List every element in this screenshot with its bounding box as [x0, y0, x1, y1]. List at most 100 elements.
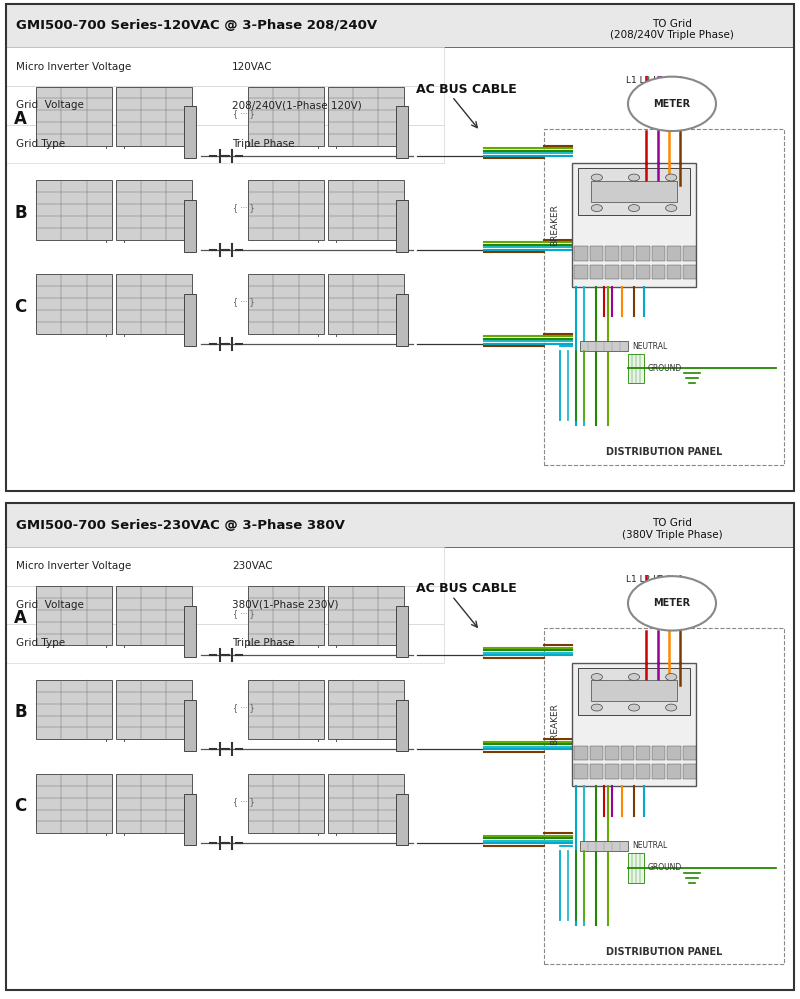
Bar	[590, 265, 603, 280]
Bar	[184, 106, 195, 158]
Bar	[683, 246, 696, 261]
Circle shape	[666, 174, 677, 181]
Text: Micro Inverter Voltage: Micro Inverter Voltage	[16, 561, 131, 571]
Text: NEUTRAL: NEUTRAL	[632, 342, 667, 351]
Bar	[621, 764, 634, 779]
Bar	[248, 586, 324, 645]
Bar	[637, 265, 650, 280]
Bar	[328, 87, 404, 146]
Text: BREAKER: BREAKER	[550, 703, 559, 745]
Text: L1 L2 L3 N: L1 L2 L3 N	[626, 76, 673, 85]
Text: METER: METER	[654, 99, 690, 109]
Text: 208/240V(1-Phase 120V): 208/240V(1-Phase 120V)	[232, 100, 362, 110]
Bar	[652, 745, 665, 760]
Circle shape	[591, 704, 602, 711]
Bar	[116, 275, 192, 334]
Bar	[36, 87, 112, 146]
Bar	[36, 181, 112, 240]
Bar	[116, 586, 192, 645]
Bar	[574, 246, 588, 261]
Text: A: A	[14, 110, 27, 128]
Bar	[667, 745, 681, 760]
Bar	[578, 168, 690, 215]
Bar	[248, 87, 324, 146]
Text: { ··· }: { ··· }	[233, 702, 254, 711]
Circle shape	[591, 205, 602, 212]
Circle shape	[666, 704, 677, 711]
Text: 230VAC: 230VAC	[232, 561, 273, 571]
Text: B: B	[14, 703, 27, 721]
Bar	[6, 4, 794, 48]
Text: { ··· }: { ··· }	[233, 796, 254, 805]
Bar	[184, 699, 195, 751]
Circle shape	[628, 77, 716, 131]
Bar	[637, 764, 650, 779]
Bar	[6, 125, 444, 163]
Text: Triple Phase: Triple Phase	[232, 139, 294, 149]
Bar	[572, 662, 696, 786]
Bar	[397, 106, 408, 158]
Text: A: A	[14, 609, 27, 627]
Bar	[397, 200, 408, 252]
Bar	[637, 745, 650, 760]
Bar	[667, 265, 681, 280]
Bar	[606, 764, 618, 779]
Text: L1 L2 L3 N: L1 L2 L3 N	[626, 575, 673, 584]
Circle shape	[666, 673, 677, 680]
Bar	[184, 200, 195, 252]
Circle shape	[629, 205, 640, 212]
Bar	[36, 680, 112, 739]
Bar	[116, 87, 192, 146]
Text: GROUND: GROUND	[648, 364, 682, 373]
Text: B: B	[14, 204, 27, 222]
Bar	[606, 246, 618, 261]
Bar	[397, 794, 408, 845]
Bar	[248, 774, 324, 833]
Text: Triple Phase: Triple Phase	[232, 638, 294, 648]
Text: NEUTRAL: NEUTRAL	[632, 841, 667, 850]
Circle shape	[629, 673, 640, 680]
Bar	[36, 774, 112, 833]
Bar	[544, 628, 784, 964]
Bar	[116, 774, 192, 833]
Bar	[621, 745, 634, 760]
Bar	[590, 745, 603, 760]
Bar	[683, 745, 696, 760]
Bar	[397, 295, 408, 346]
Bar	[184, 295, 195, 346]
Bar	[621, 246, 634, 261]
Circle shape	[591, 673, 602, 680]
Bar	[248, 680, 324, 739]
Bar	[544, 129, 784, 465]
Circle shape	[628, 576, 716, 630]
Text: Grid Type: Grid Type	[16, 139, 65, 149]
Bar	[328, 275, 404, 334]
Bar	[328, 586, 404, 645]
Text: TO Grid
(380V Triple Phase): TO Grid (380V Triple Phase)	[622, 518, 722, 540]
Bar	[6, 585, 444, 624]
Text: 120VAC: 120VAC	[232, 62, 273, 72]
Bar	[580, 342, 628, 351]
Text: 380V(1-Phase 230V): 380V(1-Phase 230V)	[232, 599, 338, 609]
Bar	[621, 265, 634, 280]
Text: GMI500-700 Series-120VAC @ 3-Phase 208/240V: GMI500-700 Series-120VAC @ 3-Phase 208/2…	[16, 19, 377, 32]
Bar	[606, 265, 618, 280]
Text: DISTRIBUTION PANEL: DISTRIBUTION PANEL	[606, 448, 722, 458]
Bar	[683, 764, 696, 779]
Bar	[397, 605, 408, 657]
Text: Grid  Voltage: Grid Voltage	[16, 599, 84, 609]
Bar	[184, 605, 195, 657]
Bar	[574, 764, 588, 779]
Bar	[184, 794, 195, 845]
Bar	[328, 181, 404, 240]
Bar	[572, 163, 696, 287]
Text: C: C	[14, 298, 26, 316]
Text: GMI500-700 Series-230VAC @ 3-Phase 380V: GMI500-700 Series-230VAC @ 3-Phase 380V	[16, 518, 345, 531]
Circle shape	[666, 205, 677, 212]
Bar	[590, 680, 678, 701]
Text: TO Grid
(208/240V Triple Phase): TO Grid (208/240V Triple Phase)	[610, 19, 734, 41]
Text: Micro Inverter Voltage: Micro Inverter Voltage	[16, 62, 131, 72]
Bar	[590, 246, 603, 261]
Text: { ··· }: { ··· }	[233, 203, 254, 212]
Bar	[36, 275, 112, 334]
